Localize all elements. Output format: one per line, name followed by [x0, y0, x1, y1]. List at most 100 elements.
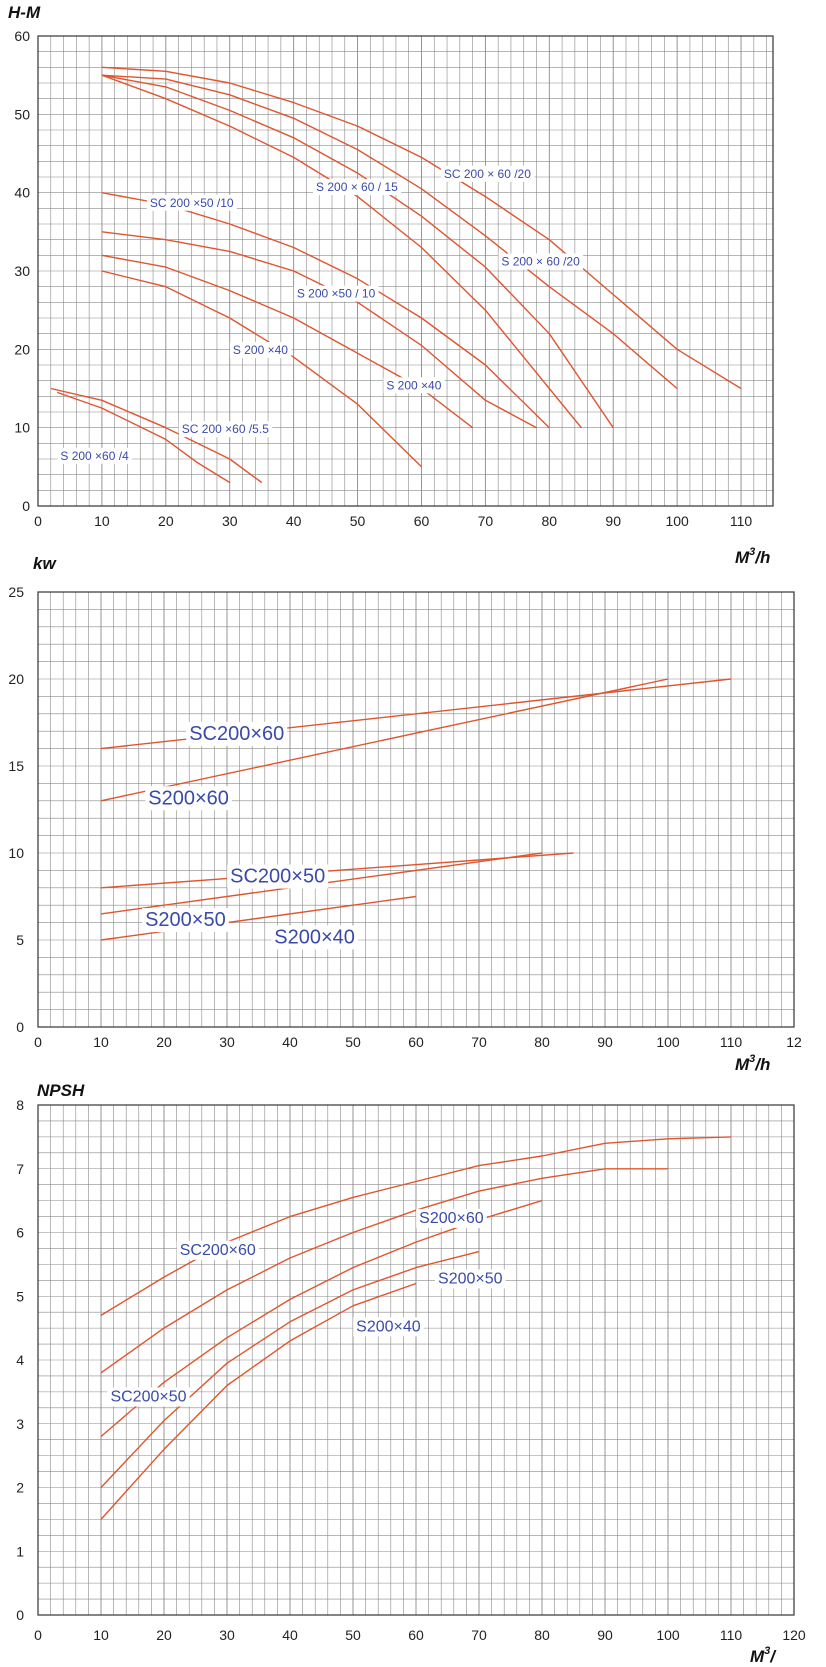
x-tick-label: 80 — [542, 513, 558, 529]
x-tick-label: 90 — [597, 1034, 613, 1050]
plot-frame — [37, 591, 795, 1028]
curve-label-2: SC200×50 — [230, 866, 325, 888]
curve-label-3: S200×40 — [356, 1318, 421, 1335]
y-tick-label: 0 — [22, 498, 30, 514]
y-tick-label: 10 — [8, 845, 24, 861]
curve-label-1: S 200 × 60 / 15 — [316, 180, 398, 194]
curve-label-bg — [227, 864, 329, 889]
curve-label-bg — [498, 253, 584, 270]
curve-labels: SC200×60 S200×60 S200×50 S200×40 SC200×50 — [107, 1208, 506, 1407]
y-tick-label: 4 — [16, 1352, 24, 1368]
x-tick-label: 20 — [156, 1627, 172, 1643]
curve-label-5: S 200 ×40 — [233, 343, 288, 357]
x-tick-label: 40 — [282, 1627, 298, 1643]
y-axis-title: NPSH — [37, 1081, 85, 1100]
x-tick-label: 40 — [286, 513, 302, 529]
curve-label-bg — [146, 194, 237, 211]
x-tick-label: 0 — [34, 1627, 42, 1643]
y-tick-label: 15 — [8, 758, 24, 774]
x-tick-label: 70 — [471, 1034, 487, 1050]
series-line-2 — [100, 852, 574, 889]
curve-label-0: SC200×60 — [180, 1242, 256, 1259]
npsh-chart: 0 10 20 30 40 50 60 70 80 90 100 110 120 0 1 2 3 4 5 6 7 8 NPS… — [16, 1081, 806, 1666]
y-tick-label: 6 — [16, 1225, 24, 1241]
x-axis-title: M3/h — [735, 1053, 770, 1074]
curve-label-bg — [313, 179, 402, 196]
curve-label-bg — [107, 1387, 190, 1407]
y-tick-label: 5 — [16, 1288, 24, 1304]
x-tick-label: 110 — [720, 1627, 743, 1643]
curve-label-4: SC200×50 — [110, 1388, 186, 1405]
series-line-2 — [101, 74, 614, 429]
y-tick-label: 60 — [14, 28, 30, 44]
curve-label-bg — [416, 1208, 487, 1228]
x-tick-label: 0 — [34, 513, 42, 529]
series-line-9 — [56, 391, 231, 484]
x-tick-label: 50 — [345, 1034, 361, 1050]
series-line-4 — [100, 895, 417, 941]
x-tick-label: 90 — [597, 1627, 613, 1643]
y-tick-label: 30 — [14, 263, 30, 279]
x-tick-label: 50 — [350, 513, 366, 529]
curve-label-bg — [440, 165, 535, 182]
series-line-3 — [100, 1250, 480, 1488]
curve-label-4: S 200 ×50 / 10 — [297, 287, 376, 301]
y-tick-label: 10 — [14, 420, 30, 436]
x-tick-label: 60 — [414, 513, 430, 529]
x-tick-label: 70 — [471, 1627, 487, 1643]
series-line-1 — [100, 1168, 668, 1374]
x-tick-label: 10 — [93, 1627, 109, 1643]
curve-label-bg — [57, 447, 133, 464]
series-line-1 — [100, 678, 669, 802]
x-tick-label: 40 — [282, 1034, 298, 1050]
series-line-8 — [50, 387, 263, 484]
series-line-4 — [100, 1282, 417, 1520]
y-tick-label: 20 — [8, 671, 24, 687]
y-axis-title: kw — [33, 554, 57, 573]
y-tick-label: 40 — [14, 185, 30, 201]
curve-label-7: SC 200 ×60 /5.5 — [182, 422, 269, 436]
curve-label-bg — [178, 421, 273, 438]
y-tick-label: 50 — [14, 106, 30, 122]
y-tick-label: 25 — [8, 584, 24, 600]
x-tick-label: 12 — [786, 1034, 802, 1050]
curve-label-1: S200×60 — [148, 787, 229, 809]
curve-label-bg — [176, 1240, 259, 1260]
x-tick-label: 20 — [156, 1034, 172, 1050]
y-tick-label: 2 — [16, 1480, 24, 1496]
curve-label-bg — [293, 285, 379, 302]
x-tick-label: 80 — [534, 1034, 550, 1050]
x-tick-label: 80 — [534, 1627, 550, 1643]
series-line-1 — [101, 74, 678, 390]
x-tick-label: 120 — [782, 1627, 806, 1643]
y-tick-label: 1 — [16, 1543, 24, 1559]
curve-label-3: SC 200 ×50 /10 — [150, 196, 234, 210]
x-tick-label: 0 — [34, 1034, 42, 1050]
curve-label-6: S 200 ×40 — [386, 378, 441, 392]
curve-label-0: SC 200 × 60 /20 — [444, 167, 531, 181]
x-axis-title: M3/h — [735, 546, 770, 567]
curve-label-bg — [142, 908, 229, 933]
y-tick-label: 7 — [16, 1161, 24, 1177]
curve-label-1: S200×60 — [419, 1210, 484, 1227]
y-tick-label: 8 — [16, 1097, 24, 1113]
x-tick-label: 30 — [222, 513, 238, 529]
power-chart: 0 10 20 30 40 50 60 70 80 90 100 110 120510152025kwM… — [8, 554, 802, 1074]
x-tick-label: 100 — [656, 1627, 680, 1643]
y-tick-label: 0 — [16, 1607, 24, 1623]
y-tick-label: 3 — [16, 1416, 24, 1432]
curve-label-bg — [229, 342, 292, 359]
x-tick-label: 60 — [408, 1034, 424, 1050]
head-chart: 0 10 20 30 40 50 60 70 80 90 100 110 0 10 20 30 40 50 60 H-… — [8, 3, 774, 567]
x-tick-label: 70 — [478, 513, 494, 529]
curve-label-bg — [271, 925, 358, 950]
y-tick-label: 0 — [16, 1019, 24, 1035]
x-tick-label: 110 — [730, 513, 753, 529]
x-tick-label: 100 — [656, 1034, 680, 1050]
curve-label-bg — [353, 1317, 424, 1337]
series-line-3 — [101, 74, 582, 429]
x-tick-label: 50 — [345, 1627, 361, 1643]
x-tick-label: 30 — [219, 1627, 235, 1643]
